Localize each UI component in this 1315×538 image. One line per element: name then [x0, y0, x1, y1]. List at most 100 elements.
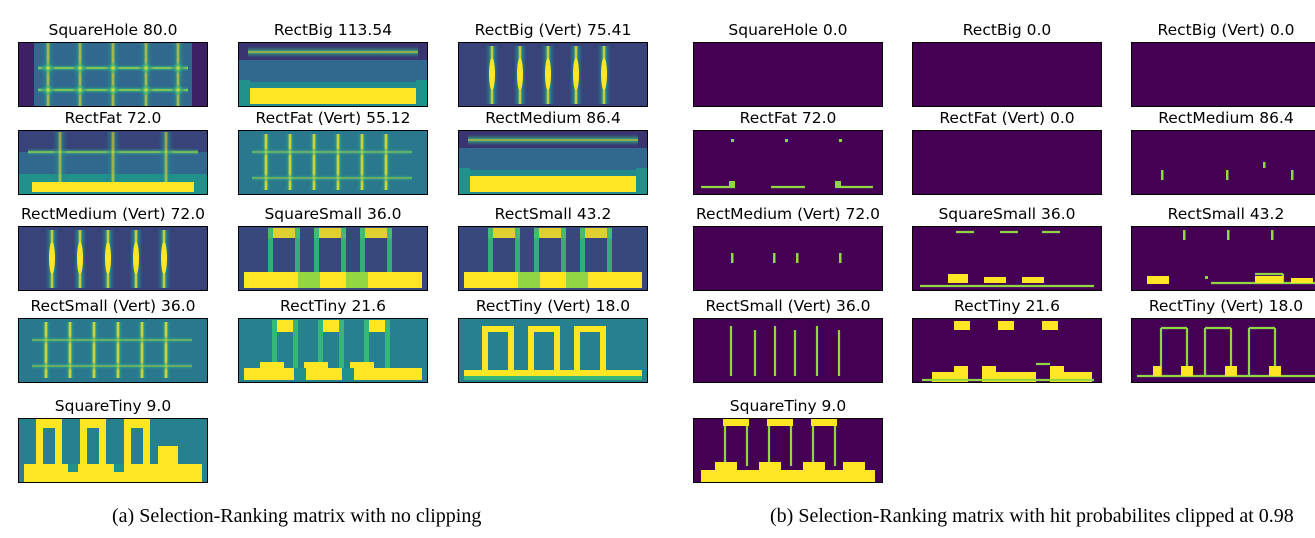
hit-block: [715, 462, 737, 470]
heatmap-panel: [1131, 130, 1315, 195]
heat-column: [36, 418, 43, 464]
heat-band: [252, 174, 412, 182]
hit-block: [1225, 366, 1237, 376]
hit-block: [984, 277, 1006, 283]
heat-column: [508, 326, 514, 372]
panel-frame: [18, 42, 208, 107]
heat-block: [360, 228, 392, 238]
heat-column: [105, 42, 121, 107]
heat-block: [298, 272, 320, 288]
heat-column: [268, 228, 273, 278]
panel-frame: [1131, 42, 1315, 107]
panel-title: RectBig (Vert) 75.41: [474, 21, 632, 39]
heat-column: [561, 228, 566, 278]
heatmap-cells: [1131, 130, 1315, 195]
heat-background: [912, 226, 1102, 291]
heatmap-panel: [238, 42, 428, 107]
heatmap-cells: [18, 130, 208, 195]
heat-column: [72, 42, 88, 107]
heat-peak: [107, 84, 119, 96]
panel-frame: [693, 418, 883, 483]
heat-column: [607, 228, 612, 278]
heat-band: [244, 368, 422, 380]
heat-block: [518, 272, 540, 288]
heat-band: [244, 272, 422, 288]
heat-band: [24, 464, 202, 483]
heatmap-panel: [18, 226, 208, 291]
heat-column: [295, 228, 300, 278]
heat-column: [318, 320, 323, 370]
heatmap-panel: [238, 130, 428, 195]
hit-block: [954, 366, 968, 383]
heatmap-panel: [458, 318, 648, 383]
heatmap-panel: [693, 42, 883, 107]
heat-column: [55, 418, 62, 464]
panel-title: RectFat 72.0: [739, 109, 837, 127]
heat-column: [52, 132, 68, 182]
heat-block: [350, 362, 374, 370]
heat-column: [138, 42, 154, 107]
panel-title: RectFat (Vert) 55.12: [255, 109, 411, 127]
panel-title: RectSmall (Vert) 36.0: [30, 297, 196, 315]
panel-frame: [18, 226, 208, 291]
hit-block: [1064, 372, 1092, 383]
heat-column: [124, 418, 131, 464]
hit-mark: [1263, 162, 1266, 168]
heatmap-cells: [238, 226, 428, 291]
panel-title: RectTiny 21.6: [954, 297, 1060, 315]
heatmap-cells: [458, 226, 648, 291]
heatmap-cells: [18, 418, 208, 483]
panel-title: RectBig 0.0: [962, 21, 1052, 39]
heatmap-cells: [912, 318, 1102, 383]
panel-frame: [18, 318, 208, 383]
heat-background: [912, 42, 1102, 107]
panel-frame: [912, 226, 1102, 291]
heatmap-cells: [238, 130, 428, 195]
hit-dot: [729, 181, 735, 187]
hit-mark: [1226, 170, 1229, 180]
heatmap-panel: [238, 318, 428, 383]
heat-peak: [489, 58, 495, 90]
heat-peak: [107, 62, 119, 74]
heat-cell: [192, 42, 208, 107]
heat-band: [468, 176, 638, 192]
heat-block: [482, 326, 514, 332]
panel-frame: [458, 318, 648, 383]
heatmap-cells: [458, 42, 648, 107]
panel-frame: [693, 226, 883, 291]
panel-frame: [693, 130, 883, 195]
panel-frame: [912, 318, 1102, 383]
heatmap-cells: [693, 226, 883, 291]
panel-frame: [912, 130, 1102, 195]
heat-column: [99, 418, 106, 464]
heat-column: [364, 320, 369, 370]
panel-title: RectMedium (Vert) 72.0: [695, 205, 881, 223]
hit-block: [1022, 277, 1044, 283]
heatmap-panel: [912, 42, 1102, 107]
heatmap-cells: [458, 318, 648, 383]
heatmap-panel: [912, 226, 1102, 291]
heatmap-cells: [912, 42, 1102, 107]
hit-block: [767, 418, 793, 426]
heat-band: [32, 182, 194, 192]
panel-title: RectMedium (Vert) 72.0: [20, 205, 206, 223]
heat-band: [248, 46, 418, 58]
hit-dot: [785, 139, 788, 142]
hit-block: [811, 418, 837, 426]
heat-peak: [545, 58, 551, 90]
heat-column: [574, 326, 580, 372]
heat-column: [600, 326, 606, 372]
heat-column: [341, 228, 346, 278]
panel-title: SquareSmall 36.0: [264, 205, 402, 223]
heat-column: [105, 132, 121, 182]
heat-column: [528, 326, 534, 372]
heat-block: [574, 326, 606, 332]
panel-title: SquareSmall 36.0: [938, 205, 1076, 223]
heat-block: [260, 362, 284, 370]
heat-band: [32, 336, 192, 344]
hit-mark: [1183, 230, 1186, 240]
heatmap-cells: [18, 226, 208, 291]
heatmap-cells: [1131, 226, 1315, 291]
heat-peak: [42, 62, 54, 74]
heat-peak: [172, 84, 184, 96]
